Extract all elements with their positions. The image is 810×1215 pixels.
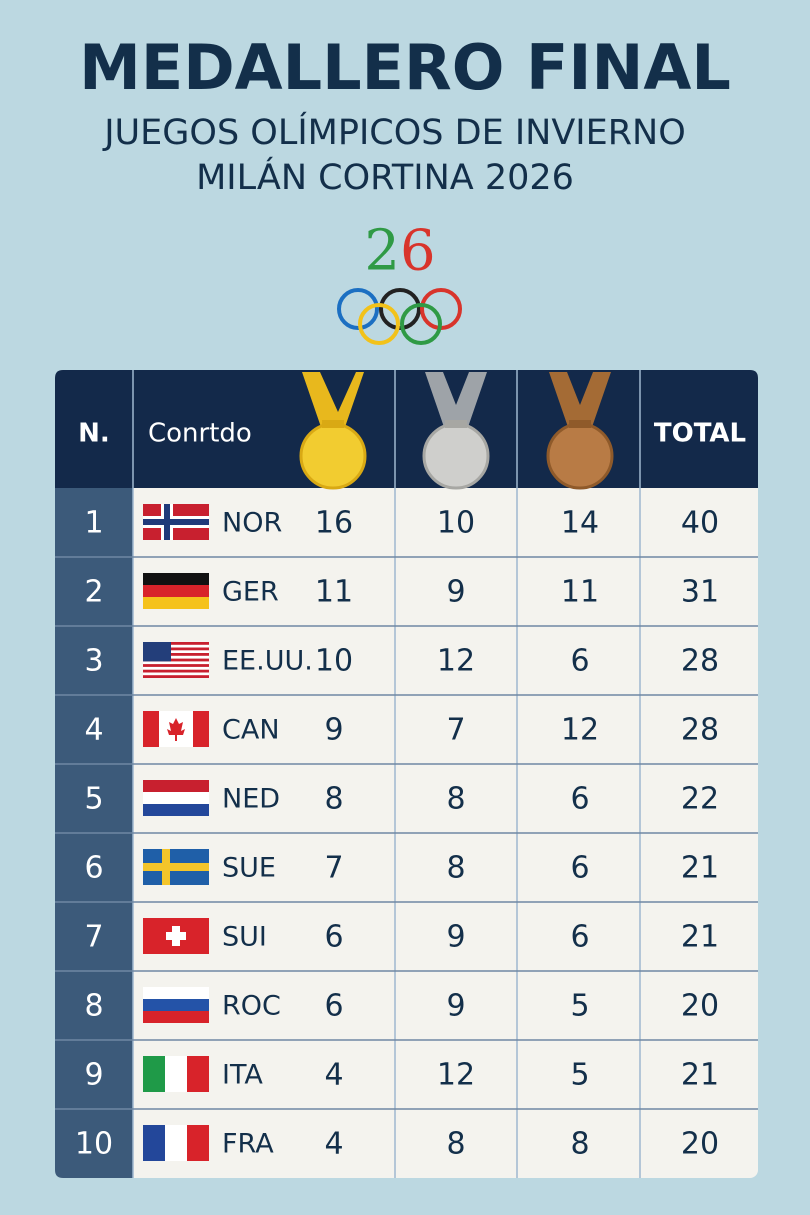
- gold-count: 7: [324, 851, 343, 886]
- total-count: 21: [681, 851, 719, 886]
- bronze-count: 5: [570, 989, 589, 1024]
- bronze-count: 5: [570, 1058, 589, 1093]
- header-cell: N.: [78, 419, 110, 449]
- flag-ita: [143, 1056, 209, 1092]
- rank: 2: [84, 575, 103, 610]
- bronze-count: 14: [561, 506, 599, 541]
- country-code: NED: [222, 784, 280, 815]
- gold-count: 9: [324, 713, 343, 748]
- bronze-count: 6: [570, 782, 589, 817]
- country-code: ROC: [222, 991, 281, 1022]
- gold-count: 8: [324, 782, 343, 817]
- rank: 9: [84, 1058, 103, 1093]
- column-lines: [132, 370, 641, 1178]
- bronze-count: 6: [570, 644, 589, 679]
- rank: 10: [75, 1127, 113, 1162]
- total-count: 40: [681, 506, 719, 541]
- gold-count: 6: [324, 920, 343, 955]
- rank: 6: [84, 851, 103, 886]
- gold-medal: [299, 372, 367, 490]
- total-count: 20: [681, 989, 719, 1024]
- total-count: 28: [681, 644, 719, 679]
- country-code: FRA: [222, 1129, 274, 1160]
- silver-count: 8: [446, 1127, 465, 1162]
- bronze-count: 8: [570, 1127, 589, 1162]
- total-count: 20: [681, 1127, 719, 1162]
- flag-fra: [143, 1125, 209, 1161]
- country-code: SUE: [222, 853, 276, 884]
- silver-count: 9: [446, 920, 465, 955]
- total-count: 28: [681, 713, 719, 748]
- country-code: SUI: [222, 922, 267, 953]
- flag-sui: [143, 918, 209, 954]
- gold-count: 10: [315, 644, 353, 679]
- gold-count: 11: [315, 575, 353, 610]
- subtitle: MILÁN CORTINA 2026: [196, 156, 574, 198]
- country-code: ITA: [222, 1060, 263, 1091]
- total-count: 22: [681, 782, 719, 817]
- bronze-count: 6: [570, 851, 589, 886]
- rank: 5: [84, 782, 103, 817]
- title: MEDALLERO FINAL: [79, 31, 731, 104]
- rank: 8: [84, 989, 103, 1024]
- silver-count: 7: [446, 713, 465, 748]
- gold-count: 4: [324, 1127, 343, 1162]
- total-count: 21: [681, 1058, 719, 1093]
- silver-count: 9: [446, 575, 465, 610]
- row-lines: [55, 556, 758, 1110]
- bronze-medal: [546, 372, 614, 490]
- rank: 7: [84, 920, 103, 955]
- flag-usa: [143, 642, 209, 678]
- flag-ger: [143, 573, 209, 609]
- flag-sue: [143, 849, 209, 885]
- flag-roc: [143, 987, 209, 1023]
- country-code: EE.UU.: [222, 646, 313, 677]
- country-code: NOR: [222, 508, 282, 539]
- header-cell: TOTAL: [654, 419, 746, 449]
- rank: 1: [84, 506, 103, 541]
- flag-nor: [143, 504, 209, 540]
- flag-can: [143, 711, 209, 747]
- gold-count: 4: [324, 1058, 343, 1093]
- silver-count: 12: [437, 644, 475, 679]
- silver-count: 8: [446, 851, 465, 886]
- total-count: 31: [681, 575, 719, 610]
- flag-ned: [143, 780, 209, 816]
- rank: 4: [84, 713, 103, 748]
- rank: 3: [84, 644, 103, 679]
- subtitle: JUEGOS OLÍMPICOS DE INVIERNO: [102, 111, 686, 153]
- table: [55, 370, 758, 1178]
- gold-count: 6: [324, 989, 343, 1024]
- logo-number: 26: [364, 219, 435, 284]
- bronze-count: 12: [561, 713, 599, 748]
- silver-count: 10: [437, 506, 475, 541]
- silver-count: 12: [437, 1058, 475, 1093]
- header-cell: Conrtdo: [148, 419, 252, 449]
- bronze-count: 6: [570, 920, 589, 955]
- gold-count: 16: [315, 506, 353, 541]
- bronze-count: 11: [561, 575, 599, 610]
- silver-count: 9: [446, 989, 465, 1024]
- country-code: GER: [222, 577, 279, 608]
- country-code: CAN: [222, 715, 280, 746]
- olympic-rings: [337, 288, 462, 345]
- silver-medal: [422, 372, 490, 490]
- silver-count: 8: [446, 782, 465, 817]
- total-count: 21: [681, 920, 719, 955]
